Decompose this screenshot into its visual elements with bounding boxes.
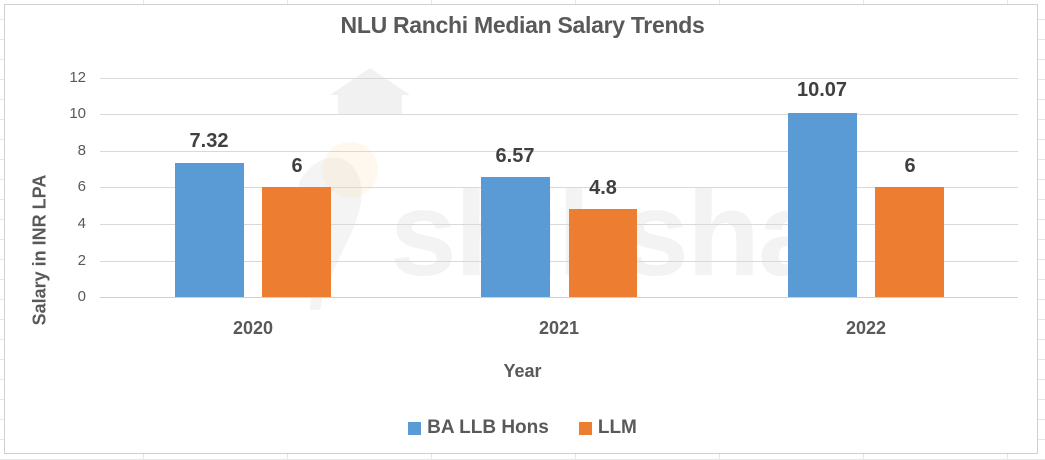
legend-item-ba-llb-hons[interactable]: BA LLB Hons <box>408 417 549 439</box>
chart-title: NLU Ranchi Median Salary Trends <box>340 12 705 38</box>
bar-llm-2020[interactable] <box>262 187 331 297</box>
data-label-llm-2022: 6 <box>904 155 916 177</box>
y-tick-label: 8 <box>77 142 86 159</box>
x-axis-title: Year <box>503 361 542 381</box>
data-label-llm-2020: 6 <box>291 155 303 177</box>
x-tick-label-2022: 2022 <box>845 318 887 338</box>
legend-label: BA LLB Hons <box>427 417 549 438</box>
y-axis-title: Salary in INR LPA <box>29 174 50 326</box>
y-tick-label: 4 <box>77 215 86 232</box>
x-tick-label-2020: 2020 <box>232 318 274 338</box>
gridline-6 <box>100 187 1018 188</box>
data-label-llm-2021: 4.8 <box>589 177 617 199</box>
gridline-10 <box>100 114 1018 115</box>
x-axis-line <box>100 297 1018 298</box>
y-tick-label: 0 <box>77 288 86 305</box>
y-tick-label: 2 <box>77 252 86 269</box>
x-tick-label-2021: 2021 <box>538 318 580 338</box>
legend-swatch-orange-icon <box>578 421 592 435</box>
gridline-8 <box>100 151 1018 152</box>
data-label-ba-llb-2021: 6.57 <box>495 145 535 167</box>
bar-llm-2021[interactable] <box>569 209 637 297</box>
gridline-12 <box>100 78 1018 79</box>
legend-label: LLM <box>597 417 637 438</box>
y-tick-label: 10 <box>69 105 86 122</box>
y-tick-label: 6 <box>77 178 86 195</box>
legend-swatch-blue-icon <box>408 421 422 435</box>
gridline-4 <box>100 224 1018 225</box>
y-tick-label: 12 <box>69 69 86 86</box>
gridline-2 <box>100 261 1018 262</box>
bar-ba-llb-2021[interactable] <box>481 177 550 297</box>
chart-legend: BA LLB Hons LLM <box>0 417 1045 439</box>
bar-ba-llb-2020[interactable] <box>175 163 244 297</box>
bar-llm-2022[interactable] <box>875 187 944 297</box>
bar-ba-llb-2022[interactable] <box>788 113 857 297</box>
data-label-ba-llb-2022: 10.07 <box>796 79 848 101</box>
data-label-ba-llb-2020: 7.32 <box>189 130 229 152</box>
legend-item-llm[interactable]: LLM <box>578 417 637 439</box>
